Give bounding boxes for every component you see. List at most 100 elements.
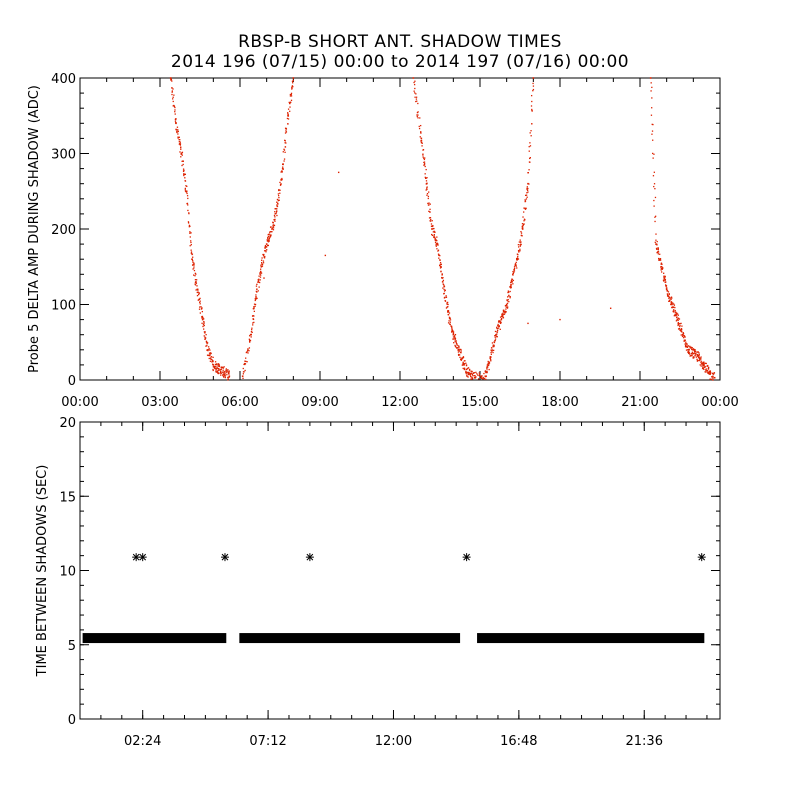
data-point <box>445 307 448 309</box>
data-point <box>265 251 267 253</box>
data-point <box>512 283 514 285</box>
data-point <box>499 316 502 318</box>
data-point <box>456 347 458 349</box>
data-point <box>512 272 515 275</box>
data-point <box>267 235 270 238</box>
data-point <box>448 318 451 320</box>
data-point <box>663 277 665 279</box>
data-point <box>285 142 287 144</box>
data-point <box>468 373 471 375</box>
data-point <box>413 83 416 86</box>
data-point <box>184 173 186 176</box>
data-point <box>292 77 295 79</box>
data-point <box>242 367 244 370</box>
data-point <box>710 378 712 380</box>
data-point <box>519 244 521 246</box>
data-point <box>279 181 281 184</box>
data-point <box>258 275 260 277</box>
data-point <box>702 365 704 367</box>
data-point <box>442 283 444 285</box>
data-point <box>279 192 281 194</box>
data-point <box>712 379 714 381</box>
data-point <box>452 332 455 334</box>
data-point <box>194 283 196 285</box>
data-point <box>508 291 510 293</box>
data-point <box>487 363 489 365</box>
data-point <box>207 349 209 351</box>
data-point <box>214 361 217 363</box>
data-point <box>709 373 711 375</box>
data-point <box>192 263 194 266</box>
data-point <box>510 283 512 286</box>
data-point <box>421 142 423 144</box>
data-point <box>189 231 191 233</box>
data-point <box>287 114 289 117</box>
data-point <box>439 263 441 266</box>
data-point <box>414 92 416 94</box>
data-point <box>515 265 517 267</box>
data-point <box>516 267 518 269</box>
data-point <box>675 320 678 322</box>
data-point <box>485 378 487 381</box>
data-point <box>279 189 281 191</box>
data-point <box>249 341 251 343</box>
data-point <box>674 313 676 316</box>
data-point <box>284 146 286 148</box>
data-point <box>490 353 493 355</box>
data-point <box>470 375 472 378</box>
data-point <box>490 349 492 351</box>
data-point <box>662 267 664 270</box>
data-point <box>174 113 176 115</box>
data-point <box>289 95 292 97</box>
data-point <box>277 203 279 205</box>
data-point <box>436 239 438 242</box>
data-point <box>508 295 510 297</box>
data-point <box>494 338 497 340</box>
data-point <box>209 360 212 362</box>
data-point <box>512 274 514 276</box>
data-point <box>443 290 446 292</box>
data-point <box>444 289 446 291</box>
data-point <box>216 367 219 369</box>
data-point <box>171 91 173 93</box>
data-point <box>215 371 217 373</box>
data-point <box>429 211 431 213</box>
data-point <box>245 357 247 359</box>
data-point <box>222 369 224 371</box>
data-point <box>180 152 183 155</box>
data-point <box>204 338 206 340</box>
x-tick-label: 06:00 <box>221 395 258 410</box>
data-point <box>196 288 199 291</box>
data-point <box>687 349 689 351</box>
data-point <box>214 367 216 370</box>
data-point <box>262 260 265 262</box>
data-point <box>453 342 455 344</box>
data-point <box>507 306 509 308</box>
stray-point <box>324 254 327 257</box>
data-point <box>203 318 205 320</box>
data-point <box>678 323 680 325</box>
data-point <box>444 300 447 302</box>
data-point <box>475 376 477 378</box>
data-point <box>655 233 657 235</box>
data-point <box>672 306 675 308</box>
data-point <box>506 300 509 302</box>
data-point <box>280 183 282 185</box>
data-point <box>281 170 283 172</box>
data-point <box>471 378 474 380</box>
data-point <box>174 120 177 122</box>
data-point <box>471 376 473 379</box>
data-point <box>491 349 493 351</box>
data-point <box>704 371 707 373</box>
data-point <box>656 240 658 243</box>
data-point <box>691 351 694 353</box>
data-point <box>495 334 497 337</box>
data-point <box>653 183 656 185</box>
data-point <box>169 77 172 79</box>
data-point <box>478 374 480 377</box>
data-point <box>694 355 696 357</box>
data-point <box>713 372 716 374</box>
data-point <box>473 372 476 374</box>
data-point <box>259 270 262 273</box>
